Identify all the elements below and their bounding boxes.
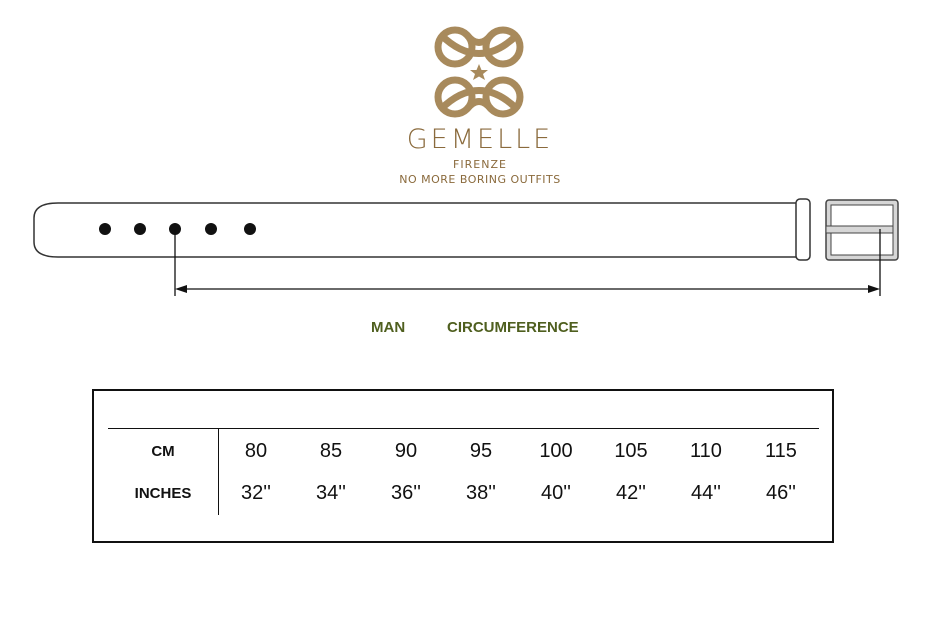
brand-name: GEMELLE [406, 124, 554, 155]
size-table [92, 389, 834, 543]
table-cell: 38'' [466, 482, 496, 504]
row-label-cm: CM [151, 443, 175, 460]
table-cell: 105 [614, 440, 648, 462]
brand-tagline: NO MORE BORING OUTFITS [399, 173, 561, 186]
table-cell: 100 [539, 440, 573, 462]
measure-label: CIRCUMFERENCE [447, 319, 579, 336]
table-cell: 115 [765, 440, 797, 462]
table-cell: 42'' [616, 482, 646, 504]
buckle-prong [825, 225, 894, 234]
table-cell: 95 [469, 440, 493, 462]
belt-strap [33, 202, 808, 258]
table-cell: 85 [319, 440, 343, 462]
table-cell: 36'' [391, 482, 421, 504]
star-icon [470, 64, 488, 80]
table-cell: 80 [244, 440, 268, 462]
brand-logo [434, 26, 524, 118]
table-cell: 110 [690, 440, 722, 462]
table-cell: 34'' [316, 482, 346, 504]
table-divider [218, 428, 219, 515]
measurement-arrow [174, 229, 881, 296]
table-cell: 44'' [691, 482, 721, 504]
brand-city: FIRENZE [453, 158, 507, 171]
table-cell: 40'' [541, 482, 571, 504]
row-label-inches: INCHES [134, 485, 192, 502]
table-divider [108, 428, 819, 429]
table-cell: 46'' [766, 482, 796, 504]
table-cell: 32'' [241, 482, 271, 504]
belt-loop [795, 198, 811, 261]
gender-label: MAN [371, 319, 406, 336]
table-cell: 90 [394, 440, 418, 462]
